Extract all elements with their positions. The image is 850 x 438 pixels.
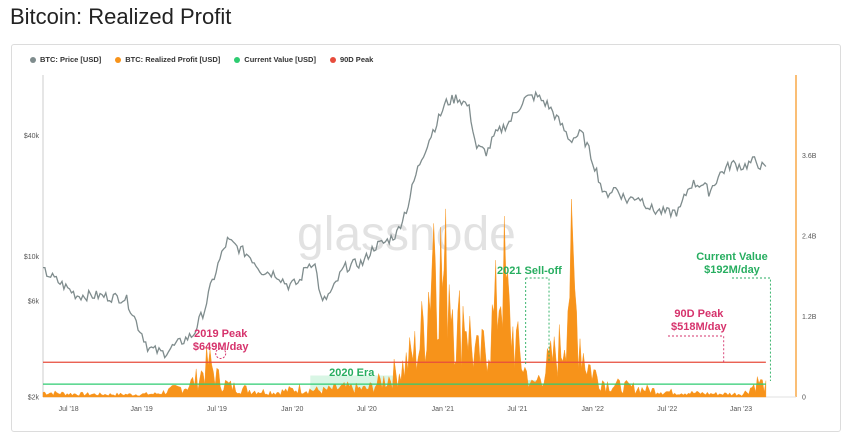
annotation-2020-era: 2020 Era (329, 367, 375, 379)
x-axis-tick-label: Jul '20 (357, 406, 377, 413)
reference-lines (43, 361, 766, 385)
annotation-2019-peak-marker (215, 347, 227, 359)
legend-dot-90d-peak (329, 56, 336, 63)
annotations: 2019 Peak $649M/day 2020 Era 2021 Sell-off C… (193, 251, 771, 381)
left-axis-tick-label: $10k (24, 254, 40, 261)
price-series (43, 90, 767, 359)
chart-legend: BTC: Price [USD] BTC: Realized Profit [U… (30, 55, 373, 64)
annotation-2021-selloff-bracket (525, 277, 550, 365)
x-axis-tick-label: Jan '23 (730, 406, 752, 413)
x-axis-tick-label: Jul '19 (207, 406, 227, 413)
x-axis-tick-label: Jan '19 (130, 406, 152, 413)
realized-profit-series (42, 199, 767, 398)
price-line (43, 90, 767, 359)
annotation-current-value-leader (731, 277, 771, 381)
left-axis-tick-label: $6k (28, 299, 40, 306)
legend-item-current-value[interactable]: Current Value [USD] (234, 55, 316, 64)
watermark-text: glassnode (297, 208, 516, 261)
left-axis-tick-label: $2k (28, 395, 40, 402)
right-axis-tick-label: 2.4B (802, 234, 817, 241)
annotation-current-value: Current Value $192M/day (696, 251, 768, 276)
chart-svg: glassnode $40k $10k $6k $2k 3.6B 2.4B 1.2B 0 Jul… (24, 75, 817, 413)
x-axis-tick-label: Jul '21 (507, 406, 527, 413)
legend-label-90d-peak: 90D Peak (339, 55, 374, 64)
right-axis-tick-label: 0 (802, 395, 806, 402)
left-axis-tick-label: $40k (24, 133, 40, 140)
legend-label-current-value: Current Value [USD] (244, 55, 316, 64)
legend-item-90d-peak[interactable]: 90D Peak (329, 55, 374, 64)
page-title: Bitcoin: Realized Profit (10, 4, 232, 29)
annotation-90d-peak: 90D Peak $518M/day (671, 308, 728, 333)
legend-dot-price (30, 56, 36, 63)
realized-profit-area (42, 199, 767, 398)
x-axis-tick-label: Jan '20 (281, 406, 303, 413)
legend-label-realized-profit: BTC: Realized Profit [USD] (125, 55, 221, 64)
x-axis-tick-label: Jan '21 (432, 406, 454, 413)
legend-label-price: BTC: Price [USD] (40, 55, 102, 64)
x-axis-tick-label: Jul '18 (59, 406, 79, 413)
x-axis-tick-label: Jul '22 (657, 406, 677, 413)
legend-item-price[interactable]: BTC: Price [USD] (30, 55, 101, 64)
x-axis-tick-label: Jan '22 (582, 406, 604, 413)
annotation-90d-peak-leader (667, 335, 725, 363)
annotation-2021-selloff: 2021 Sell-off (497, 265, 562, 277)
legend-item-realized-profit[interactable]: BTC: Realized Profit [USD] (115, 55, 220, 64)
axis-ticks: $40k $10k $6k $2k 3.6B 2.4B 1.2B 0 Jul '18 Jan '1… (24, 133, 817, 413)
right-axis-tick-label: 1.2B (802, 314, 817, 321)
right-axis-tick-label: 3.6B (802, 153, 817, 160)
chart-panel: BTC: Price [USD] BTC: Realized Profit [U… (11, 44, 841, 432)
legend-dot-realized-profit (115, 56, 122, 63)
annotation-2019-peak: 2019 Peak $649M/day (193, 328, 250, 353)
legend-dot-current-value (234, 56, 241, 63)
